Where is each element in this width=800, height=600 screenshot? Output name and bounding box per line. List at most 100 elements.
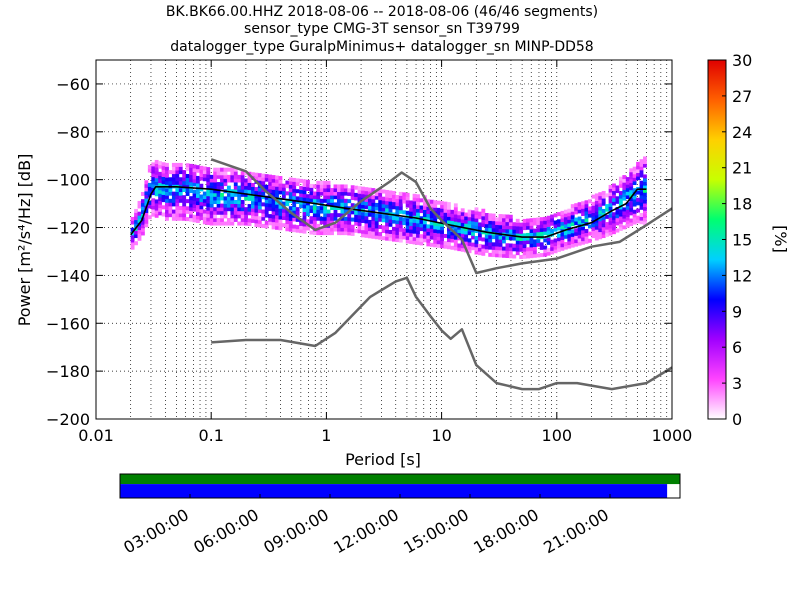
heatmap-cell — [213, 214, 218, 219]
heatmap-cell — [643, 210, 647, 215]
heatmap-cell — [388, 190, 393, 195]
heatmap-cell — [625, 209, 630, 214]
heatmap-cell — [629, 200, 634, 205]
heatmap-cell — [385, 218, 389, 223]
heatmap-cell — [529, 250, 534, 255]
heatmap-cell — [130, 238, 135, 243]
heatmap-cell — [192, 178, 197, 183]
heatmap-cell — [636, 208, 640, 213]
heatmap-cell — [629, 175, 634, 180]
heatmap-cell — [385, 204, 389, 209]
heatmap-cell — [237, 178, 242, 183]
heatmap-cell — [292, 228, 297, 233]
heatmap-cell — [409, 225, 414, 230]
heatmap-cell — [223, 182, 228, 187]
heatmap-cell — [426, 217, 431, 222]
heatmap-cell — [244, 196, 248, 201]
heatmap-cell — [175, 198, 180, 203]
colorbar-tick-label: 27 — [732, 87, 752, 106]
heatmap-cell — [532, 232, 537, 237]
heatmap-cell — [529, 254, 534, 259]
heatmap-cell — [515, 229, 520, 234]
heatmap-cell — [182, 209, 187, 214]
heatmap-cell — [354, 196, 359, 201]
heatmap-cell — [275, 182, 279, 187]
heatmap-cell — [560, 246, 565, 251]
heatmap-cell — [577, 230, 582, 235]
heatmap-cell — [247, 211, 252, 216]
heatmap-cell — [464, 212, 469, 217]
heatmap-cell — [244, 178, 248, 183]
heatmap-cell — [361, 204, 365, 209]
heatmap-cell — [206, 185, 211, 190]
heatmap-cell — [151, 165, 156, 170]
heatmap-cell — [484, 241, 489, 246]
heatmap-cell — [440, 244, 444, 249]
heatmap-cell — [251, 218, 255, 223]
data-coverage-timeline: 03:00:0006:00:0009:00:0012:00:0015:00:00… — [119, 473, 681, 557]
heatmap-cell — [536, 253, 541, 258]
heatmap-cell — [598, 231, 603, 236]
heatmap-cell — [629, 182, 634, 187]
heatmap-cell — [281, 215, 286, 220]
heatmap-cell — [574, 217, 579, 222]
heatmap-cell — [147, 190, 152, 195]
heatmap-cell — [412, 240, 417, 245]
colorbar-tick-label: 9 — [732, 302, 742, 321]
heatmap-cell — [165, 166, 169, 171]
heatmap-cell — [378, 196, 383, 201]
heatmap-cell — [230, 196, 235, 201]
heatmap-cell — [161, 187, 166, 192]
heatmap-cell — [416, 197, 420, 202]
heatmap-cell — [539, 242, 544, 247]
heatmap-cell — [581, 219, 585, 224]
heatmap-cell — [178, 162, 183, 167]
heatmap-cell — [563, 213, 568, 218]
heatmap-cell — [257, 205, 262, 210]
heatmap-cell — [354, 210, 359, 215]
heatmap-cell — [151, 205, 156, 210]
heatmap-cell — [171, 173, 176, 178]
heatmap-cell — [502, 214, 506, 219]
heatmap-cell — [643, 217, 647, 222]
heatmap-cell — [605, 222, 610, 227]
heatmap-cell — [175, 205, 180, 210]
heatmap-cell — [495, 242, 499, 247]
heatmap-cell — [323, 209, 328, 214]
heatmap-cell — [426, 210, 431, 215]
heatmap-cell — [440, 229, 444, 234]
heatmap-cell — [618, 212, 623, 217]
heatmap-cell — [505, 250, 510, 255]
heatmap-cell — [247, 218, 252, 223]
heatmap-cell — [467, 238, 472, 243]
heatmap-cell — [130, 242, 135, 247]
heatmap-cell — [436, 243, 441, 248]
heatmap-cell — [154, 203, 159, 208]
heatmap-cell — [457, 229, 462, 234]
heatmap-cell — [268, 174, 273, 179]
heatmap-cell — [137, 200, 142, 205]
heatmap-cell — [309, 219, 314, 224]
heatmap-cell — [196, 208, 200, 213]
heatmap-cell — [306, 219, 310, 224]
heatmap-cell — [577, 234, 582, 239]
heatmap-cell — [312, 216, 317, 221]
heatmap-cell — [230, 192, 235, 197]
heatmap-cell — [398, 202, 403, 207]
heatmap-cell — [581, 208, 585, 213]
heatmap-cell — [416, 201, 420, 206]
heatmap-cell — [625, 202, 630, 207]
heatmap-cell — [570, 236, 575, 241]
heatmap-cell — [422, 238, 427, 243]
heatmap-cell — [605, 207, 610, 212]
heatmap-cell — [292, 188, 297, 193]
heatmap-cell — [185, 209, 190, 214]
heatmap-cell — [636, 176, 640, 181]
heatmap-cell — [543, 227, 548, 232]
heatmap-cell — [196, 201, 200, 206]
heatmap-cell — [422, 205, 427, 210]
heatmap-cell — [202, 166, 207, 171]
heatmap-cell — [622, 175, 627, 180]
timeline-tick-label: 06:00:00 — [190, 505, 262, 557]
heatmap-cell — [134, 219, 138, 224]
